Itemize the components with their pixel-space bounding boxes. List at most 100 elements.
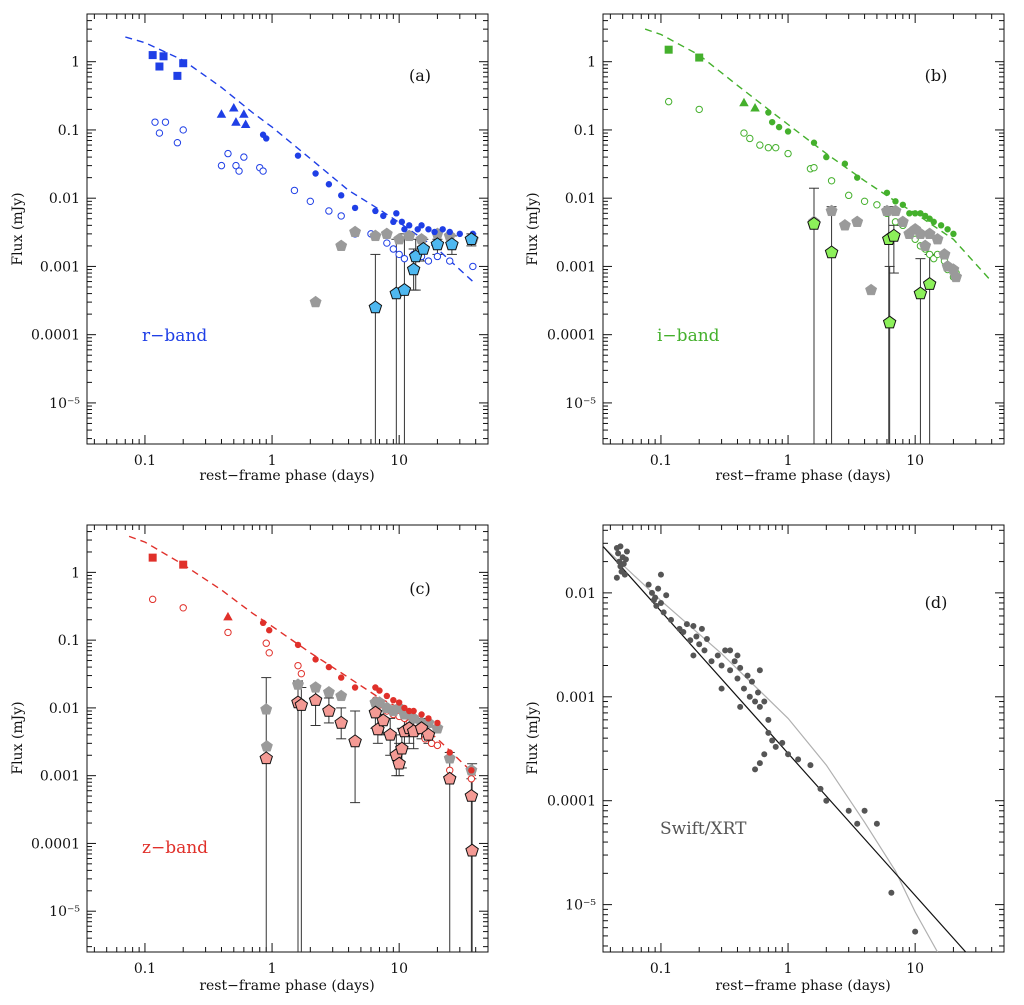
- gray-pentagon-point: [393, 232, 406, 245]
- x-tick-label: 0.1: [650, 961, 672, 977]
- x-tick-label: 1: [268, 961, 277, 977]
- y-tick-label: 0.0001: [547, 794, 596, 810]
- xrt-data-point: [690, 652, 697, 659]
- filled-circle-point: [768, 118, 776, 126]
- xrt-data-point: [693, 633, 700, 640]
- gray-pentagon-point: [938, 248, 951, 260]
- filled-circle-point: [312, 656, 319, 663]
- filled-circle-point: [294, 641, 302, 649]
- y-tick-label: 0.1: [58, 633, 80, 649]
- xrt-data-point: [752, 698, 759, 705]
- xrt-data-point: [734, 652, 741, 659]
- xrt-data-point: [861, 807, 868, 814]
- plot-frame: [86, 524, 489, 953]
- band-label: i−band: [657, 326, 720, 346]
- open-circle-point: [290, 186, 299, 195]
- filled-circle-point: [390, 696, 397, 704]
- panel-a: 0.1 1 10 1 0.1 0.01 0.001 0.0001 10⁻⁵ rest−fram…: [10, 13, 489, 484]
- filled-circle-point: [395, 699, 403, 706]
- xrt-data-point: [854, 820, 861, 827]
- xrt-data-point: [740, 685, 747, 692]
- xrt-data-point: [620, 560, 627, 567]
- square-point: [179, 59, 188, 68]
- host-subtracted-pentagon-point: [445, 237, 459, 251]
- triangle-point: [223, 611, 233, 621]
- host-subtracted-pentagon-point: [465, 843, 479, 857]
- y-tick-label: 10⁻⁵: [565, 898, 596, 914]
- xrt-data-point: [845, 807, 852, 814]
- open-circle-point: [148, 595, 157, 604]
- xrt-data-point: [744, 672, 751, 679]
- filled-circle-point: [823, 153, 830, 161]
- y-tick-label: 0.01: [49, 701, 80, 717]
- open-circle-point: [424, 257, 433, 265]
- y-tick-label: 1: [71, 55, 80, 71]
- filled-circle-point: [259, 619, 267, 627]
- filled-circle-point: [841, 160, 849, 167]
- xrt-data-point: [727, 647, 734, 654]
- open-circle-point: [764, 143, 773, 152]
- xrt-data-point: [657, 599, 664, 606]
- square-point: [148, 553, 157, 562]
- xrt-data-point: [737, 703, 744, 710]
- xrt-data-point: [696, 641, 703, 648]
- panel-d: 0.1 1 10 0.01 0.001 0.0001 10⁻⁵ rest−frame ph…: [525, 524, 1005, 994]
- data-layer: [603, 543, 967, 952]
- plot-frame: [86, 13, 489, 445]
- filled-circle-point: [390, 218, 397, 226]
- y-tick-label: 0.0001: [31, 328, 80, 344]
- open-circle-point: [784, 149, 792, 158]
- gray-pentagon-point: [931, 232, 944, 245]
- host-subtracted-pentagon-point: [294, 697, 309, 711]
- xrt-data-point: [718, 685, 725, 692]
- band-label: r−band: [142, 326, 207, 346]
- open-circle-point: [235, 167, 243, 175]
- panel-label: (c): [409, 579, 430, 598]
- gray-pentagon-point: [431, 721, 444, 734]
- filled-circle-point: [266, 627, 273, 634]
- filled-circle-point: [810, 139, 818, 146]
- host-subtracted-pentagon-point: [824, 245, 839, 259]
- x-tick-label: 10: [906, 453, 924, 469]
- open-circle-point: [217, 161, 226, 170]
- x-tick-label: 10: [906, 961, 924, 977]
- xrt-data-point: [785, 751, 792, 758]
- xrt-data-point: [690, 623, 697, 630]
- gray-pentagon-point: [309, 681, 322, 693]
- xrt-data-point: [718, 662, 725, 669]
- xrt-data-point: [746, 693, 753, 700]
- open-circle-point: [383, 239, 391, 247]
- xrt-data-point: [737, 664, 744, 671]
- xrt-data-point: [761, 698, 768, 705]
- open-circle-point: [265, 649, 273, 657]
- square-point: [179, 560, 188, 569]
- y-tick-label: 1: [587, 55, 596, 71]
- filled-circle-point: [401, 226, 408, 233]
- y-axis-ticks: 0.01 0.001 0.0001 10⁻⁵: [547, 529, 1004, 947]
- xrt-data-point: [734, 675, 741, 682]
- xrt-data-point: [650, 597, 657, 604]
- x-tick-label: 10: [390, 453, 408, 469]
- filled-circle-point: [446, 749, 453, 756]
- x-tick-label: 0.1: [134, 961, 156, 977]
- model-curve: [644, 28, 993, 283]
- host-subtracted-pentagon-point: [421, 727, 436, 741]
- xrt-data-point: [731, 658, 738, 665]
- gray-pentagon-point: [335, 239, 348, 251]
- xrt-data-point: [623, 548, 630, 555]
- x-axis-ticks: 0.1 1 10: [93, 14, 489, 469]
- filled-circle-point: [398, 218, 406, 226]
- filled-circle-point: [434, 719, 441, 727]
- xrt-data-point: [616, 558, 623, 565]
- gray-pentagon-point: [896, 215, 909, 227]
- filled-circle-point: [930, 218, 937, 226]
- open-circle-point: [161, 118, 170, 126]
- open-circle-point: [400, 254, 409, 263]
- panel-c: 0.1 1 10 1 0.1 0.01 0.001 0.0001 10⁻⁵ rest−fram…: [10, 524, 489, 994]
- y-tick-label: 0.0001: [31, 836, 80, 852]
- xrt-data-point: [701, 647, 708, 654]
- y-tick-label: 10⁻⁵: [565, 396, 596, 412]
- filled-circle-point: [325, 663, 333, 671]
- filled-circle-point: [439, 226, 446, 233]
